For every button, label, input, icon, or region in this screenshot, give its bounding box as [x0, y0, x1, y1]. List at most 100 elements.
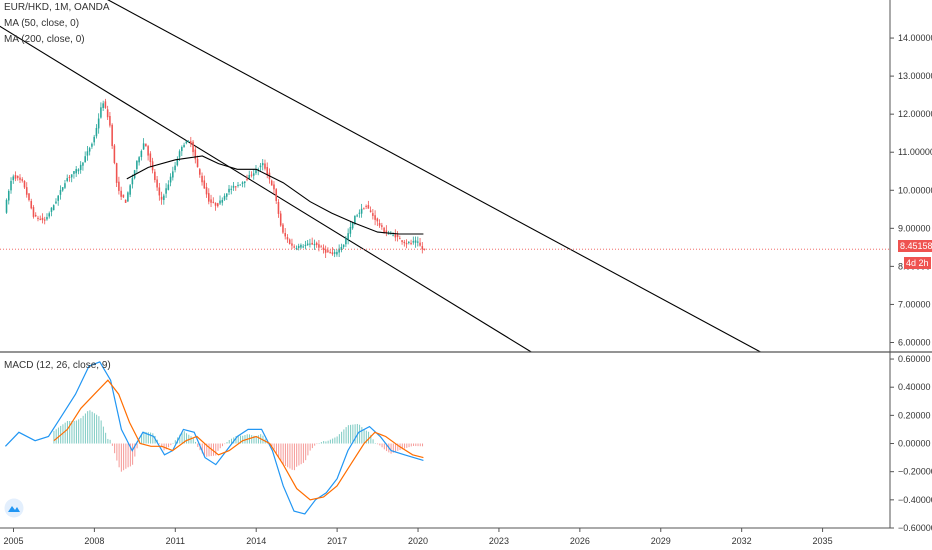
macd-histogram-bar	[186, 433, 188, 444]
candles	[5, 98, 426, 258]
macd-histogram-bar	[309, 443, 311, 451]
candle-body	[261, 163, 264, 166]
macd-histogram-bar	[150, 432, 152, 444]
macd-histogram-bar	[329, 439, 331, 444]
candle-body	[408, 241, 410, 243]
candle-body	[115, 163, 118, 183]
macd-histogram-bar	[383, 443, 385, 450]
candle-body	[196, 158, 199, 168]
candle-body	[174, 165, 176, 171]
candle-body	[309, 243, 311, 245]
candle-body	[225, 193, 228, 197]
macd-histogram-bar	[109, 439, 111, 444]
time-axis-label: 2032	[732, 536, 752, 546]
macd-histogram-bar	[379, 443, 381, 446]
macd-histogram-bar	[415, 443, 417, 447]
candle-body	[354, 215, 356, 224]
candle-body	[376, 218, 379, 222]
candle-body	[201, 175, 203, 183]
macd-histogram-bar	[165, 443, 167, 450]
candle-body	[158, 187, 161, 196]
candle-body	[131, 178, 134, 185]
macd-histogram-bar	[296, 443, 298, 467]
macd-histogram-bar	[230, 438, 232, 444]
macd-title[interactable]: MACD (12, 26, close, 9)	[4, 360, 111, 371]
candle-body	[190, 141, 192, 144]
candle-body	[358, 212, 361, 214]
macd-histogram-bar	[316, 443, 318, 445]
candle-body	[64, 183, 66, 188]
macd-histogram-bar	[417, 443, 419, 447]
candle-body	[363, 208, 365, 210]
candle-body	[127, 192, 129, 202]
candle-body	[136, 160, 138, 170]
macd-histogram-bar	[213, 443, 215, 456]
macd-histogram-bar	[66, 420, 68, 444]
macd-histogram-bar	[206, 443, 208, 457]
candle-body	[234, 186, 237, 188]
ma200-legend[interactable]: MA (200, close, 0)	[4, 34, 85, 45]
macd-histogram-bar	[208, 443, 210, 457]
macd-histogram-bar	[311, 443, 313, 449]
macd-histogram-bar	[413, 443, 415, 446]
candle-body	[318, 244, 320, 248]
candle-body	[68, 176, 71, 178]
macd-histogram-bar	[168, 443, 170, 448]
candle-body	[120, 190, 122, 197]
candle-body	[306, 243, 309, 246]
candle-body	[403, 241, 406, 244]
candle-body	[39, 218, 42, 220]
candle-body	[172, 171, 174, 178]
price-axis-label: 6.00000	[898, 337, 931, 347]
candle-body	[23, 180, 26, 188]
candle-body	[55, 201, 57, 204]
candle-body	[369, 210, 372, 213]
time-axis-label: 2008	[84, 536, 104, 546]
trendlines[interactable]	[0, 0, 761, 353]
macd-histogram-bar	[80, 418, 82, 444]
candle-body	[61, 187, 64, 191]
tradingview-logo-icon[interactable]	[4, 498, 24, 518]
candle-body	[208, 193, 210, 202]
candle-body	[73, 171, 75, 174]
macd-histogram-bar	[282, 443, 284, 465]
macd-histogram-bar	[174, 440, 176, 444]
candle-body	[378, 223, 381, 226]
macd-series	[4, 361, 424, 515]
macd-histogram-bar	[257, 435, 259, 444]
candle-body	[165, 188, 167, 194]
macd-histogram-bar	[98, 416, 100, 444]
candle-body	[210, 199, 212, 203]
macd-histogram-bar	[419, 443, 421, 447]
price-axis-label: 13.00000	[898, 71, 932, 81]
macd-histogram-bar	[320, 442, 322, 444]
macd-histogram-bar	[404, 443, 406, 449]
macd-histogram-bar	[82, 415, 84, 444]
candle-body	[212, 201, 215, 203]
candle-body	[192, 141, 194, 153]
macd-histogram-bar	[111, 443, 113, 446]
candle-body	[255, 169, 257, 174]
symbol-title[interactable]: EUR/HKD, 1M, OANDA	[4, 2, 110, 13]
macd-histogram-bar	[345, 427, 347, 444]
candle-body	[203, 180, 206, 189]
candle-body	[16, 175, 19, 178]
candle-body	[88, 148, 91, 152]
macd-histogram-bar	[298, 443, 300, 466]
candle-body	[423, 248, 426, 250]
macd-histogram-bar	[84, 413, 86, 444]
macd-histogram-bar	[190, 436, 192, 444]
candle-body	[181, 147, 183, 152]
time-axis-label: 2005	[3, 536, 23, 546]
candle-body	[399, 238, 401, 240]
macd-histogram-bar	[334, 437, 336, 444]
macd-histogram-bar	[352, 424, 354, 444]
macd-histogram-bar	[361, 427, 363, 444]
candle-body	[129, 185, 131, 195]
macd-histogram-bar	[251, 435, 253, 444]
ma50-legend[interactable]: MA (50, close, 0)	[4, 18, 80, 29]
candle-body	[66, 178, 68, 181]
candle-body	[385, 230, 388, 234]
